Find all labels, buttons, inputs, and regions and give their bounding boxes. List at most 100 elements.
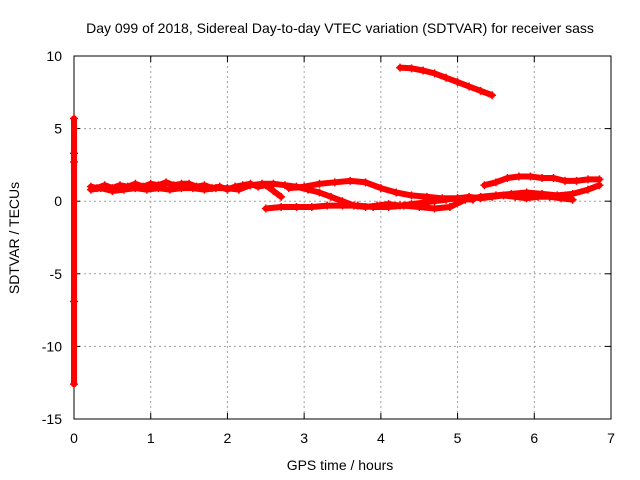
data-point [399, 201, 408, 210]
data-point [430, 69, 439, 78]
data-series [70, 63, 604, 389]
x-tick-label: 4 [377, 430, 385, 446]
data-point [131, 184, 140, 193]
data-point [269, 187, 278, 196]
data-point [553, 191, 562, 200]
data-point [96, 184, 105, 193]
data-point [277, 192, 286, 201]
data-point [277, 203, 286, 212]
data-point [353, 201, 362, 210]
data-point [583, 175, 592, 184]
data-point [488, 91, 497, 100]
data-series-trace [480, 172, 604, 190]
data-point [284, 184, 293, 193]
data-point [568, 189, 577, 198]
data-point [188, 184, 197, 193]
data-point [323, 201, 332, 210]
data-series-trace [70, 114, 78, 389]
data-point [346, 176, 355, 185]
data-point [491, 178, 500, 187]
x-tick-label: 3 [300, 430, 308, 446]
x-tick-label: 5 [454, 430, 462, 446]
axis-ticks [73, 55, 612, 420]
data-point [257, 179, 266, 188]
data-point [430, 204, 439, 213]
data-point [419, 66, 428, 75]
data-point [315, 188, 324, 197]
data-point [415, 203, 424, 212]
data-point [468, 195, 477, 204]
data-point [595, 175, 604, 184]
data-point [583, 185, 592, 194]
data-point [507, 189, 516, 198]
data-point [307, 203, 316, 212]
data-point [177, 184, 186, 193]
data-point [165, 185, 174, 194]
data-point [392, 188, 401, 197]
x-tick-labels: 0 1 2 3 4 5 6 7 [70, 430, 615, 446]
y-tick-label: 0 [54, 193, 62, 209]
grid-lines [74, 56, 611, 419]
y-tick-label: 10 [46, 48, 62, 64]
data-point [70, 380, 78, 389]
data-point [86, 185, 95, 194]
data-point [549, 173, 558, 182]
data-point [522, 188, 531, 197]
data-series-trace [261, 181, 604, 213]
data-point [453, 78, 462, 87]
data-point [70, 149, 78, 158]
y-tick-label: -15 [42, 411, 62, 427]
data-point [526, 172, 535, 181]
data-point [514, 172, 523, 181]
data-point [234, 185, 243, 194]
x-tick-label: 6 [530, 430, 538, 446]
data-point [361, 178, 370, 187]
data-point [300, 182, 309, 191]
data-point [269, 179, 278, 188]
data-point [491, 191, 500, 200]
y-axis-label: SDTVAR / TECUs [6, 182, 22, 294]
y-tick-label: -10 [42, 338, 62, 354]
data-point [119, 185, 128, 194]
data-point [70, 297, 78, 306]
x-tick-label: 7 [607, 430, 615, 446]
data-point [560, 176, 569, 185]
data-point [211, 184, 220, 193]
x-axis-label: GPS time / hours [287, 457, 394, 473]
data-point [162, 178, 171, 187]
x-tick-label: 2 [224, 430, 232, 446]
data-point [142, 185, 151, 194]
data-point [154, 184, 163, 193]
data-point [315, 179, 324, 188]
data-point [438, 194, 447, 203]
data-point [292, 203, 301, 212]
y-tick-labels: -15 -10 -5 0 5 10 [42, 48, 62, 427]
chart-title: Day 099 of 2018, Sidereal Day-to-day VTE… [86, 20, 594, 36]
data-point [200, 185, 209, 194]
y-tick-label: -5 [50, 266, 63, 282]
data-point [396, 63, 405, 72]
data-point [223, 184, 232, 193]
data-point [445, 203, 454, 212]
data-point [246, 181, 255, 190]
data-series-trace [284, 176, 477, 204]
x-tick-label: 0 [70, 430, 78, 446]
data-point [476, 192, 485, 201]
data-point [70, 157, 78, 166]
data-point [503, 173, 512, 182]
plot-frame [73, 55, 612, 420]
data-point [376, 184, 385, 193]
data-point [407, 64, 416, 73]
data-point [572, 176, 581, 185]
data-point [108, 187, 117, 196]
data-point [422, 192, 431, 201]
data-point [537, 189, 546, 198]
data-point [384, 203, 393, 212]
data-point [465, 82, 474, 91]
data-point [326, 192, 335, 201]
data-point [537, 173, 546, 182]
x-tick-label: 1 [147, 430, 155, 446]
data-point [330, 178, 339, 187]
data-point [480, 181, 489, 190]
